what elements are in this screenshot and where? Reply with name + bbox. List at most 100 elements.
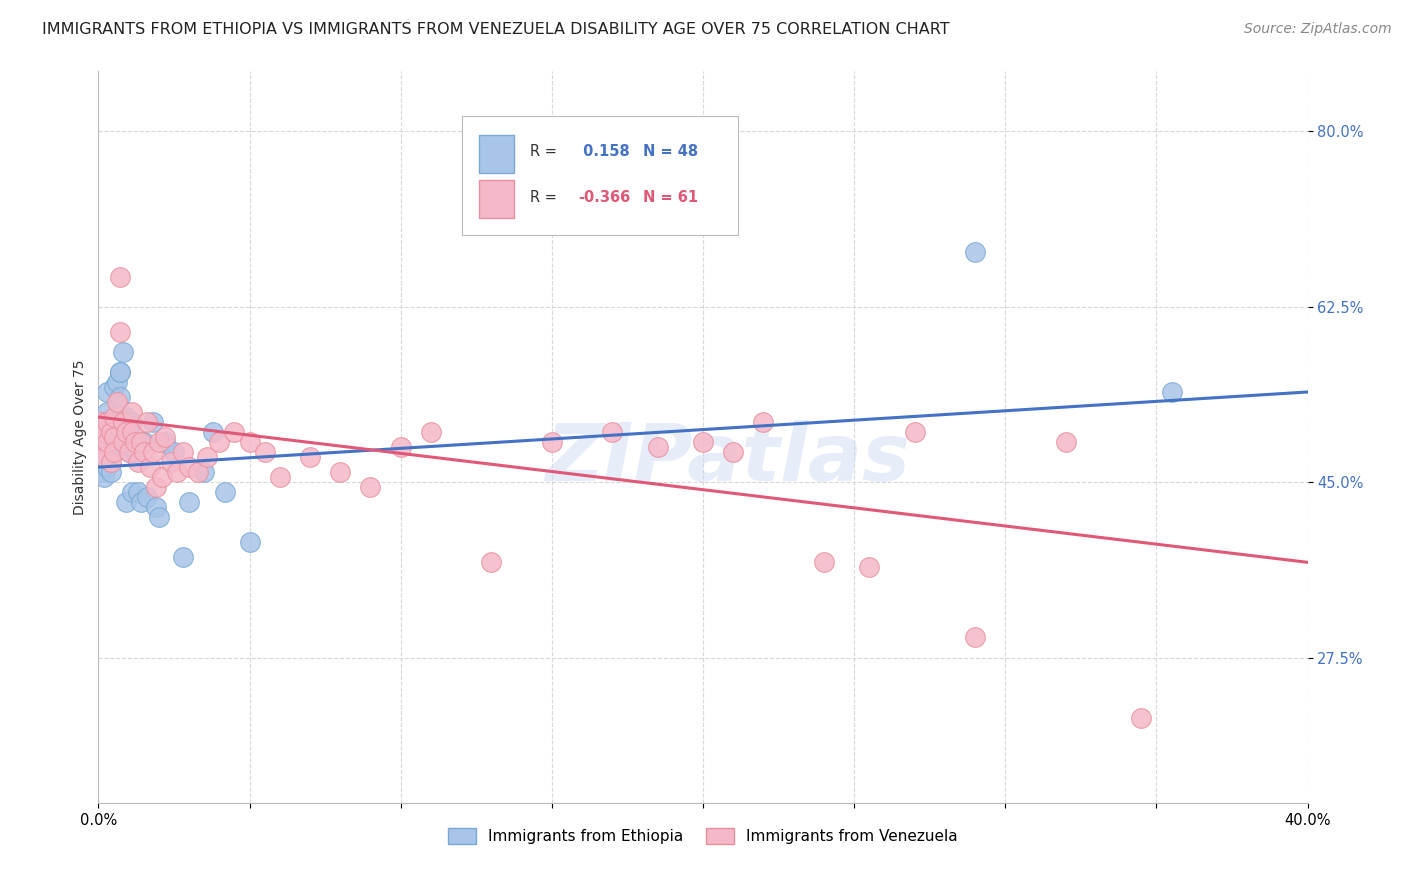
Point [135,415,157,429]
Point [153,435,176,450]
Point [142,415,165,429]
Point [111,415,134,429]
Point [389,440,412,454]
Point [96,405,118,419]
Text: -0.366: -0.366 [578,190,631,204]
Point [1130,711,1153,725]
Point [481,555,503,569]
Point [121,425,143,439]
Text: N = 61: N = 61 [643,190,697,204]
Point [105,440,128,454]
Text: R =: R = [530,145,557,160]
Point [540,435,562,450]
Point [93,425,115,439]
Point [179,495,201,509]
Point [118,445,141,459]
FancyBboxPatch shape [479,179,515,218]
Point [208,435,231,450]
Point [100,455,122,469]
Point [124,445,146,459]
Point [90,450,112,464]
Point [813,555,835,569]
Point [111,435,134,450]
Point [111,345,134,359]
Point [193,465,215,479]
Text: R =: R = [530,190,557,204]
Point [103,435,125,450]
Point [96,435,118,450]
Point [124,435,146,450]
Point [103,445,125,459]
Point [239,535,262,549]
Point [90,445,112,459]
Point [129,495,152,509]
Text: ZIPatlas: ZIPatlas [544,420,910,498]
Point [105,395,128,409]
Point [202,425,225,439]
Point [224,425,246,439]
Point [90,415,112,429]
Point [96,430,118,444]
Point [121,485,143,500]
Point [118,445,141,459]
Point [360,480,382,494]
Point [329,465,352,479]
Point [153,430,176,444]
Point [752,415,775,429]
Point [160,455,183,469]
Point [103,380,125,394]
Point [103,410,125,425]
Point [187,465,209,479]
Text: Source: ZipAtlas.com: Source: ZipAtlas.com [1244,22,1392,37]
Point [150,470,173,484]
Point [100,420,122,434]
Point [135,490,157,504]
Point [142,445,165,459]
Point [692,435,714,450]
Point [904,425,927,439]
Point [145,500,167,515]
Point [108,365,131,379]
Point [114,495,136,509]
Point [100,437,122,451]
Point [96,460,118,475]
Point [121,415,143,429]
Point [127,455,149,469]
Point [172,445,194,459]
Point [93,425,115,439]
Point [965,244,987,259]
Y-axis label: Disability Age Over 75: Disability Age Over 75 [73,359,87,515]
Point [108,365,131,379]
Point [172,550,194,565]
Point [103,415,125,429]
Point [965,631,987,645]
Point [132,435,155,450]
Point [195,450,218,464]
Point [96,384,118,399]
Point [647,440,669,454]
Legend: Immigrants from Ethiopia, Immigrants from Venezuela: Immigrants from Ethiopia, Immigrants fro… [443,822,963,850]
Text: 0.158: 0.158 [578,145,630,160]
Point [93,450,115,464]
Point [163,445,186,459]
Point [723,445,745,459]
Point [127,485,149,500]
Point [139,460,162,475]
Point [105,375,128,389]
Text: N = 48: N = 48 [643,145,697,160]
Point [1054,435,1077,450]
Point [111,435,134,450]
Point [90,425,112,439]
Point [148,435,170,450]
Text: IMMIGRANTS FROM ETHIOPIA VS IMMIGRANTS FROM VENEZUELA DISABILITY AGE OVER 75 COR: IMMIGRANTS FROM ETHIOPIA VS IMMIGRANTS F… [42,22,950,37]
Point [108,269,131,284]
Point [179,460,201,475]
Point [148,510,170,524]
Point [114,425,136,439]
Point [121,405,143,419]
Point [269,470,291,484]
Point [166,465,188,479]
FancyBboxPatch shape [479,135,515,173]
Point [214,485,236,500]
Point [118,425,141,439]
